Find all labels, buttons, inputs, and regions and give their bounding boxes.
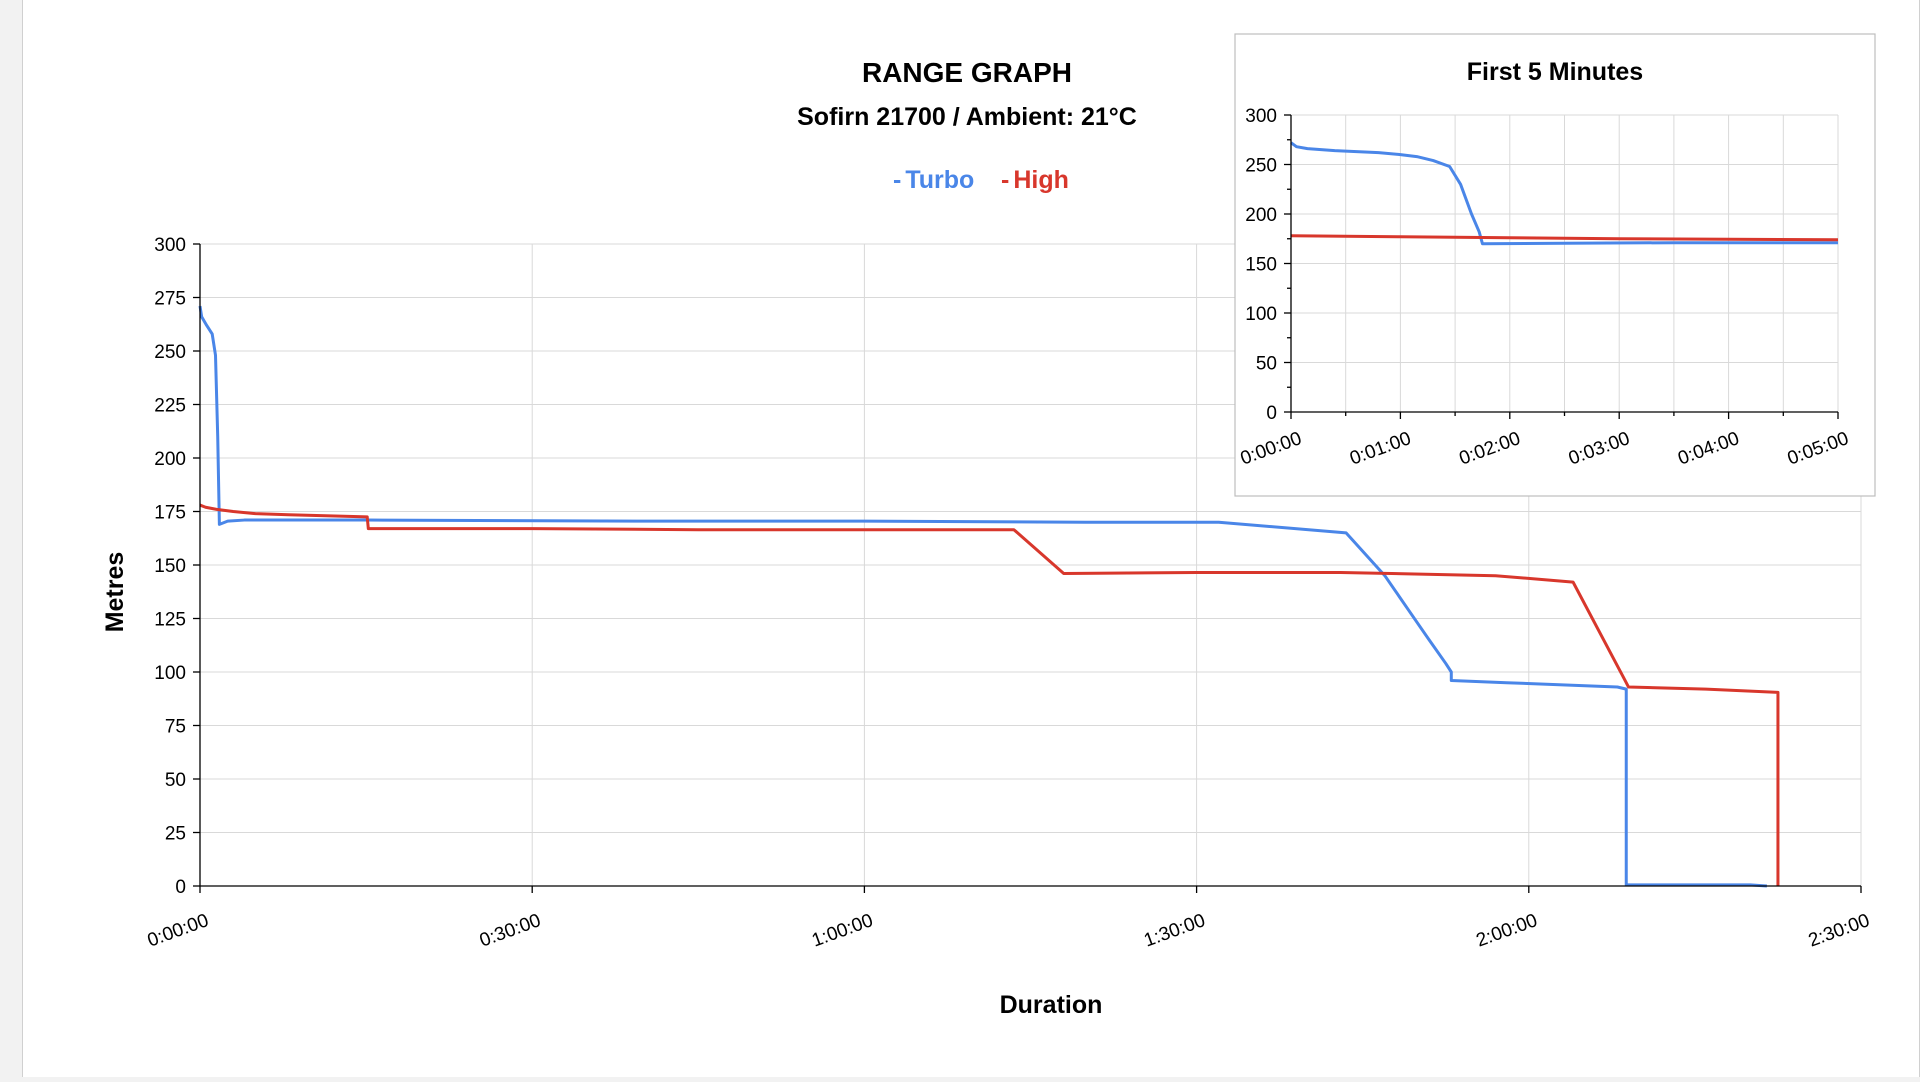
legend-turbo: - Turbo xyxy=(893,166,974,194)
main-x-ticks: 0:00:00 0:30:00 1:00:00 1:30:00 2:00:00 2:30:… xyxy=(145,886,1873,952)
y-tick-label: 0 xyxy=(175,877,186,898)
legend-high: - High xyxy=(1001,166,1069,194)
y-tick-label: 25 xyxy=(165,824,186,845)
x-axis-title: Duration xyxy=(1000,991,1103,1019)
legend-high-marker: - xyxy=(1001,166,1009,194)
main-series-high-line xyxy=(199,503,1780,886)
y-tick-label: 225 xyxy=(154,396,186,417)
inset-series xyxy=(1290,141,1839,246)
y-tick-label: 250 xyxy=(154,342,186,363)
x-tick-label: 2:00:00 xyxy=(1474,910,1541,951)
inset-series-turbo-line xyxy=(1290,141,1838,246)
y-tick-label: 275 xyxy=(154,289,186,310)
y-tick-label: 175 xyxy=(154,503,186,524)
y-tick-label: 50 xyxy=(165,770,186,791)
inset-y-ticks: 0 50 100 150 200 250 300 xyxy=(1245,106,1291,424)
y-tick-label: 150 xyxy=(154,556,186,577)
y-tick-label: 250 xyxy=(1245,156,1277,177)
main-series xyxy=(198,305,1780,888)
y-axis-title: Metres xyxy=(101,552,129,633)
y-tick-label: 200 xyxy=(154,449,186,470)
inset-panel xyxy=(1234,33,1876,497)
x-tick-label: 1:30:00 xyxy=(1141,910,1208,951)
range-graph-svg: RANGE GRAPH Sofirn 21700 / Ambient: 21°C… xyxy=(101,33,1876,1019)
x-tick-label: 0:30:00 xyxy=(477,910,544,951)
y-tick-label: 300 xyxy=(1245,106,1277,127)
legend-turbo-marker: - xyxy=(893,166,901,194)
legend: - Turbo - High xyxy=(893,166,1069,194)
x-tick-label: 0:00:00 xyxy=(145,910,212,951)
y-tick-label: 300 xyxy=(154,235,186,256)
y-tick-label: 200 xyxy=(1245,205,1277,226)
y-tick-label: 150 xyxy=(1245,255,1277,276)
inset-series-high-line xyxy=(1290,234,1839,242)
x-tick-label: 1:00:00 xyxy=(809,910,876,951)
y-tick-label: 50 xyxy=(1256,354,1277,375)
legend-high-label: High xyxy=(1013,166,1069,194)
x-tick-label: 2:30:00 xyxy=(1806,910,1873,951)
chart-title: RANGE GRAPH xyxy=(862,57,1072,88)
inset-title: First 5 Minutes xyxy=(1467,58,1643,86)
main-series-turbo-line xyxy=(198,305,1767,888)
y-tick-label: 100 xyxy=(154,663,186,684)
chart-canvas: RANGE GRAPH Sofirn 21700 / Ambient: 21°C… xyxy=(22,0,1920,1077)
legend-turbo-label: Turbo xyxy=(905,166,974,194)
y-tick-label: 100 xyxy=(1245,304,1277,325)
main-y-ticks: 0 25 50 75 100 125 150 175 200 225 250 275 300 xyxy=(154,235,200,898)
y-tick-label: 125 xyxy=(154,610,186,631)
chart-subtitle: Sofirn 21700 / Ambient: 21°C xyxy=(797,103,1137,131)
y-tick-label: 0 xyxy=(1266,403,1277,424)
y-tick-label: 75 xyxy=(165,717,186,738)
